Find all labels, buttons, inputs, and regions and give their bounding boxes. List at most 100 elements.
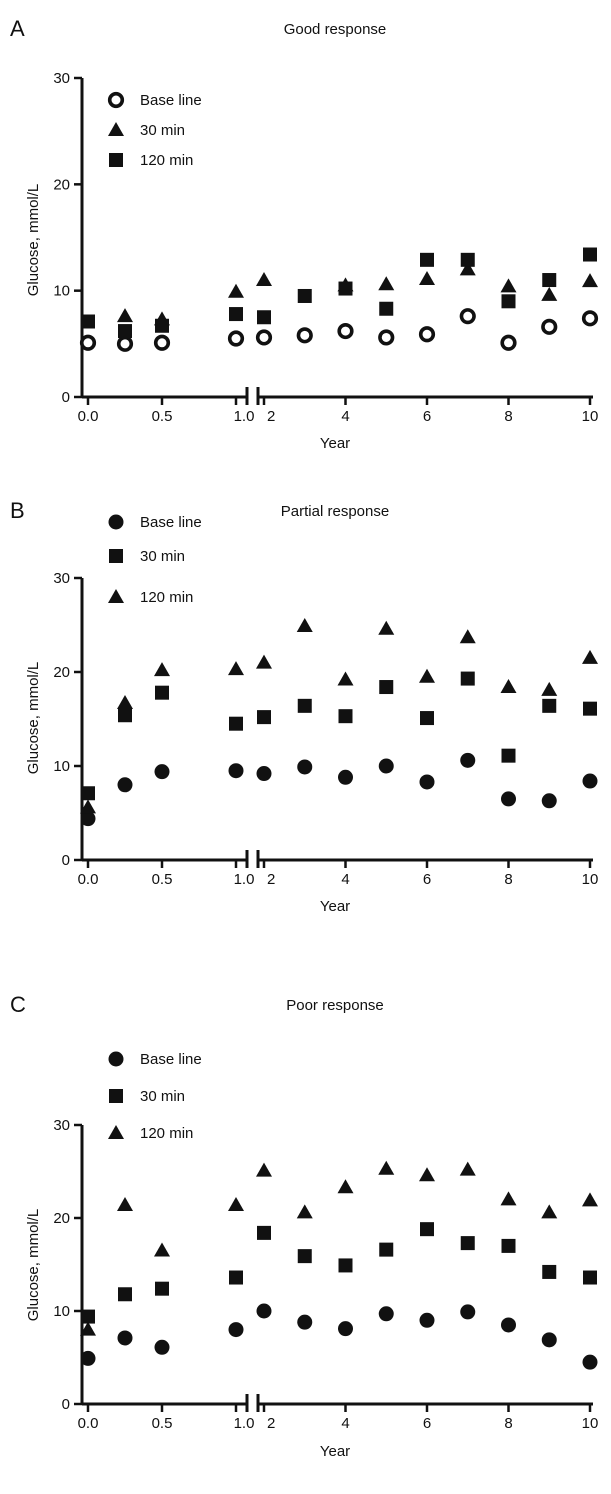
data-point	[582, 773, 598, 789]
data-point	[81, 786, 95, 801]
legend-item: Base line	[108, 514, 202, 531]
y-tick-label: 0	[62, 389, 70, 406]
panel-letter: A	[10, 16, 25, 41]
data-point	[338, 281, 353, 296]
x-tick-label: 10	[582, 408, 599, 425]
data-point	[297, 1314, 313, 1330]
x-tick-label: 4	[341, 871, 349, 888]
data-point	[117, 1196, 133, 1211]
legend-marker	[108, 589, 124, 603]
data-point	[338, 709, 353, 724]
x-tick-label: 10	[582, 1415, 599, 1432]
x-tick-label: 0.0	[78, 408, 99, 425]
data-point	[155, 318, 169, 333]
y-tick-label: 20	[53, 176, 70, 193]
data-point	[117, 695, 133, 710]
data-point	[419, 774, 435, 790]
data-point	[116, 335, 134, 352]
legend-item: Base line	[108, 1051, 202, 1068]
data-point	[118, 1287, 132, 1302]
data-point	[378, 329, 395, 346]
data-point	[379, 1242, 394, 1257]
x-tick-label: 2	[267, 871, 275, 888]
legend: Base line 30 min 120 min	[107, 91, 202, 169]
legend-label: 30 min	[140, 548, 185, 565]
data-point	[228, 283, 244, 298]
panel-c: C Poor response 0 10 20 30 0.0 0.5 1.0 2 4 6 8 10 Year…	[10, 992, 598, 1460]
data-point	[256, 766, 272, 782]
x-axis-label: Year	[320, 435, 350, 452]
data-point	[420, 252, 434, 267]
y-tick-label: 30	[53, 570, 70, 587]
data-point	[501, 1317, 516, 1333]
data-point	[419, 1167, 435, 1182]
data-point	[257, 1225, 271, 1240]
legend-item: 120 min	[109, 152, 193, 169]
data-point	[118, 324, 132, 339]
data-point	[541, 1332, 557, 1348]
x-tick-label: 8	[504, 408, 512, 425]
legend-item: 30 min	[109, 1088, 185, 1105]
legend-item: 120 min	[108, 1125, 193, 1142]
x-tick-label: 6	[423, 1415, 431, 1432]
data-point	[338, 1258, 353, 1273]
data-point	[117, 308, 133, 323]
legend-item: 30 min	[108, 122, 185, 139]
data-point	[154, 764, 170, 780]
y-tick-label: 20	[53, 664, 70, 681]
data-point	[460, 1236, 475, 1251]
data-point	[255, 329, 273, 346]
data-point	[419, 668, 435, 683]
data-point	[459, 308, 476, 325]
data-point	[378, 620, 395, 635]
data-point	[337, 322, 354, 340]
legend-label: Base line	[140, 1051, 202, 1068]
data-point	[460, 752, 476, 768]
x-tick-label: 0.5	[152, 1415, 173, 1432]
data-point	[80, 1321, 96, 1336]
data-point	[378, 758, 394, 774]
x-tick-label: 2	[267, 1415, 275, 1432]
data-point	[541, 681, 558, 696]
data-point	[460, 252, 475, 267]
data-point	[296, 617, 313, 632]
y-tick-label: 10	[53, 1303, 70, 1320]
data-point	[337, 671, 354, 686]
data-point	[500, 334, 517, 351]
y-axis-label: Glucose, mmol/L	[25, 662, 42, 775]
data-point	[542, 698, 557, 713]
data-point	[228, 1322, 244, 1338]
data-point	[419, 1312, 435, 1328]
series-30-min	[81, 671, 597, 801]
data-point	[542, 273, 557, 288]
x-tick-label: 0.5	[152, 408, 173, 425]
x-tick-label: 1.0	[234, 1415, 255, 1432]
data-point	[378, 1160, 395, 1175]
data-point	[256, 1303, 272, 1319]
data-point	[117, 777, 133, 793]
panel-a: A Good response 0 10 20 30 0.0 0.5 1.0 2 4 6 8 10 Year…	[10, 16, 598, 452]
data-point	[501, 748, 516, 763]
data-point	[459, 1161, 476, 1176]
x-tick-label: 0.0	[78, 871, 99, 888]
data-point	[154, 1242, 170, 1257]
data-point	[378, 276, 395, 291]
y-tick-label: 0	[62, 1396, 70, 1413]
data-point	[80, 811, 96, 827]
data-point	[297, 288, 312, 303]
data-point	[229, 1270, 243, 1285]
data-point	[296, 1204, 313, 1219]
legend-label: 120 min	[140, 1125, 193, 1142]
data-point	[500, 679, 517, 694]
data-point	[228, 763, 244, 779]
legend-item: Base line	[107, 91, 202, 109]
x-axis-label: Year	[320, 1443, 350, 1460]
data-point	[81, 1309, 95, 1324]
data-point	[501, 1238, 516, 1253]
series-base-line	[79, 308, 599, 352]
series-base-line	[80, 1303, 598, 1370]
x-tick-label: 1.0	[234, 408, 255, 425]
data-point	[420, 1222, 434, 1237]
series-30-min	[117, 261, 598, 326]
data-point	[154, 662, 170, 677]
